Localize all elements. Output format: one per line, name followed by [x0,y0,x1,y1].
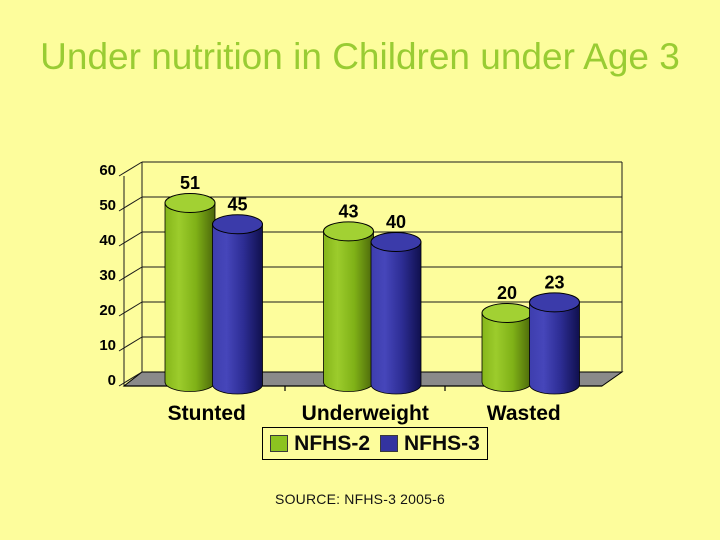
y-axis-tick [118,336,143,352]
data-label: 51 [180,173,200,193]
data-label: 23 [544,272,564,292]
legend-label: NFHS-3 [404,431,480,455]
y-axis-tick [118,161,143,177]
y-axis-tick [118,231,143,247]
cylinder-top [481,303,533,323]
cylinder-bar [481,312,533,392]
source-note: SOURCE: NFHS-3 2005-6 [275,491,445,507]
chart-legend: NFHS-2 NFHS-3 [262,427,488,460]
category-label: Underweight [302,402,429,425]
y-axis-tick [118,196,143,212]
data-label: 45 [227,194,247,214]
y-axis-label: 40 [99,232,116,249]
cylinder-bar [164,202,216,392]
cylinder-top [212,214,263,235]
legend-swatch [270,435,289,452]
category-label: Stunted [168,402,246,425]
data-label: 40 [386,212,406,232]
legend-item: NFHS-2 [270,432,370,456]
legend-item: NFHS-3 [380,432,480,456]
legend-label: NFHS-2 [294,431,370,455]
data-label: 20 [497,283,517,303]
cylinder-top [323,221,374,242]
y-axis-label: 0 [108,372,116,389]
y-axis-tick [118,266,143,282]
slide-title: Under nutrition in Children under Age 3 [40,36,680,77]
data-label: 43 [338,201,358,221]
y-axis-label: 50 [99,197,116,214]
cylinder-bar [212,223,263,395]
y-axis-tick [118,301,143,317]
y-axis-label: 30 [99,267,116,284]
cylinder-bar [529,301,580,395]
y-axis-label: 10 [99,337,116,354]
cylinder-bar [370,241,422,395]
y-axis-tick [118,371,143,387]
y-axis-label: 60 [99,162,116,179]
y-axis-label: 20 [99,302,116,319]
cylinder-top [529,292,580,313]
cylinder-bar [323,230,374,392]
cylinder-top [370,232,422,252]
legend-swatch [380,435,398,452]
category-label: Wasted [487,402,561,425]
cylinder-top [164,192,216,213]
